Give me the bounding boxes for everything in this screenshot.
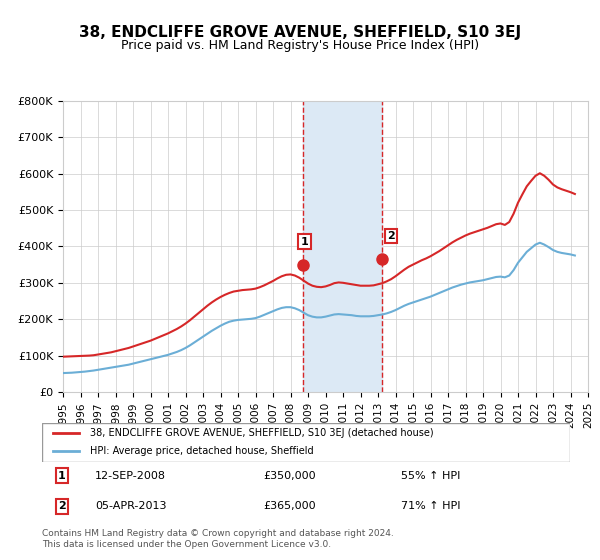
Text: 55% ↑ HPI: 55% ↑ HPI [401,470,460,480]
Text: 2: 2 [387,231,395,241]
Text: 71% ↑ HPI: 71% ↑ HPI [401,501,461,511]
Text: 2: 2 [58,501,65,511]
Text: Contains HM Land Registry data © Crown copyright and database right 2024.
This d: Contains HM Land Registry data © Crown c… [42,529,394,549]
Text: HPI: Average price, detached house, Sheffield: HPI: Average price, detached house, Shef… [89,446,313,456]
Text: 1: 1 [301,236,308,246]
Text: 12-SEP-2008: 12-SEP-2008 [95,470,166,480]
Text: 1: 1 [58,470,65,480]
Text: 38, ENDCLIFFE GROVE AVENUE, SHEFFIELD, S10 3EJ (detached house): 38, ENDCLIFFE GROVE AVENUE, SHEFFIELD, S… [89,428,433,438]
Text: 38, ENDCLIFFE GROVE AVENUE, SHEFFIELD, S10 3EJ: 38, ENDCLIFFE GROVE AVENUE, SHEFFIELD, S… [79,25,521,40]
Bar [303,101,382,392]
Text: £350,000: £350,000 [264,470,316,480]
Text: 05-APR-2013: 05-APR-2013 [95,501,166,511]
Text: £365,000: £365,000 [264,501,316,511]
FancyBboxPatch shape [42,423,570,462]
Text: Price paid vs. HM Land Registry's House Price Index (HPI): Price paid vs. HM Land Registry's House … [121,39,479,52]
